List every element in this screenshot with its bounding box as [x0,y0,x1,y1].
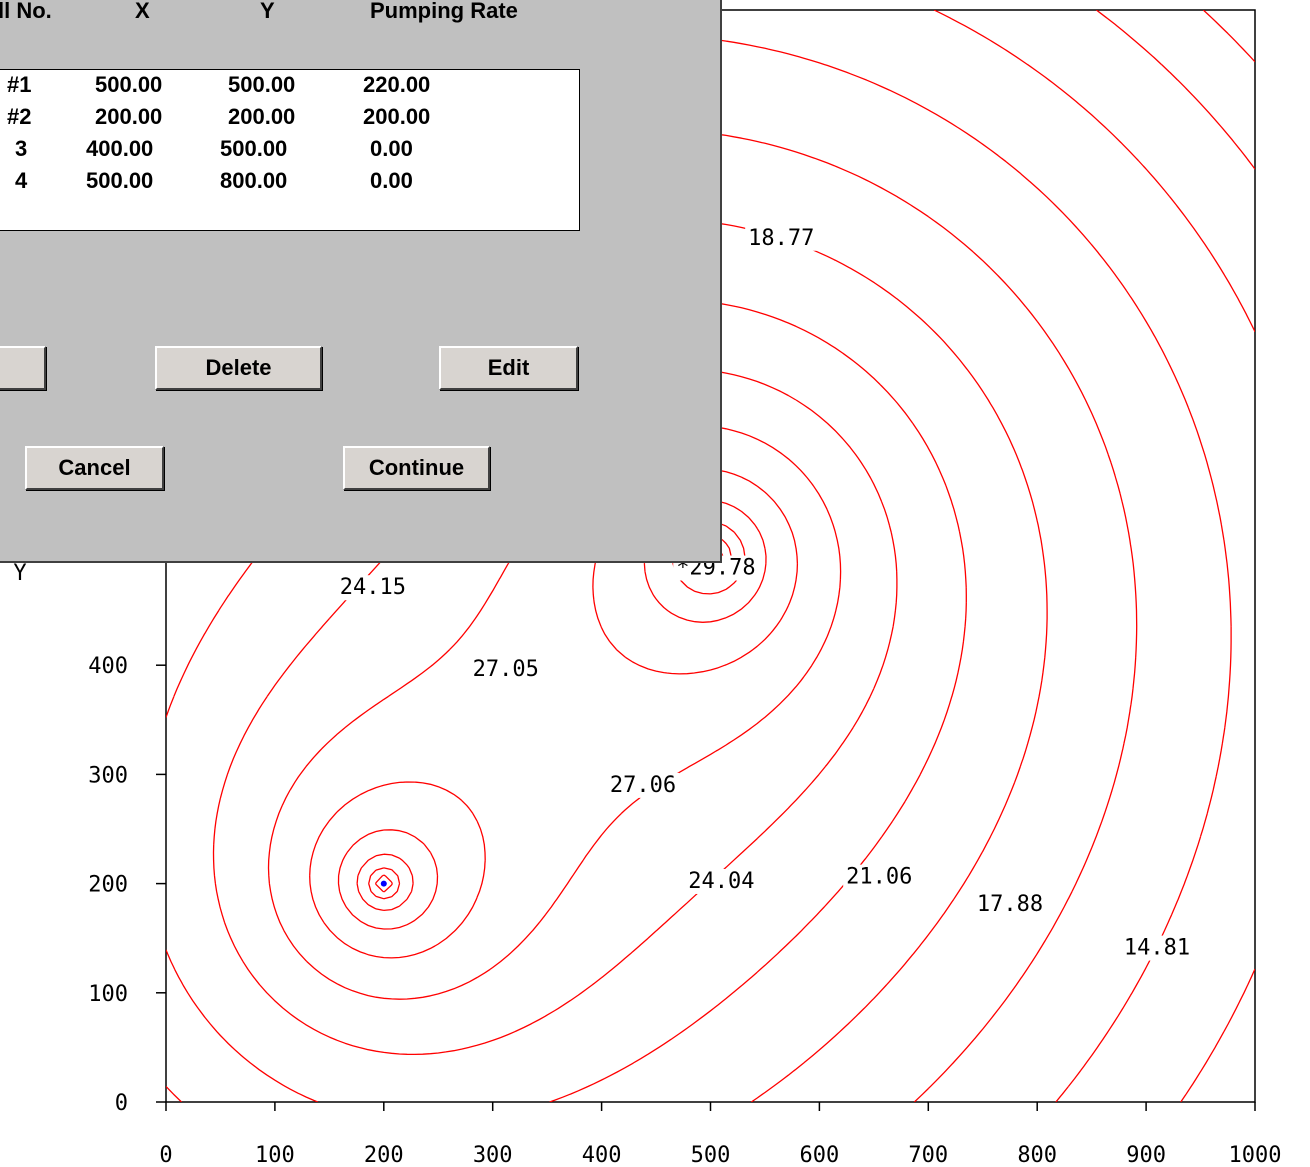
well-x: 400.00 [86,136,154,161]
column-header-well-no: ll No. [0,0,52,23]
contour-label: 18.77 [748,226,814,251]
contour-label-bg [469,657,542,683]
contour-line [1202,10,1255,63]
well-y: 500.00 [228,72,296,97]
y-tick-label: 400 [88,654,128,679]
well-marker [380,880,387,887]
column-header-y: Y [260,0,275,23]
well-x: 200.00 [95,104,163,129]
delete-button[interactable]: Delete [155,346,322,390]
contour-label-bg [843,864,916,890]
well-rate: 0.00 [370,168,413,193]
contour-label: 24.04 [688,869,754,894]
contour-label: 17.88 [977,892,1043,917]
x-tick-label: 1000 [1229,1143,1282,1167]
contour-label: 24.15 [340,575,406,600]
x-tick-label: 400 [582,1143,622,1167]
contour-line [267,424,842,1000]
edit-button[interactable]: Edit [439,346,578,390]
well-dialog: ll No. X Y Pumping Rate #1 500.00 500.00… [0,0,722,563]
contour-line [368,534,732,900]
y-axis-label: Y [13,561,26,586]
contour-label-bg [745,225,818,251]
well-x: 500.00 [95,72,163,97]
well-y: 800.00 [220,168,288,193]
x-tick-label: 0 [159,1143,172,1167]
well-no: #1 [7,72,32,97]
contour-label-bg [336,575,410,601]
cancel-button[interactable]: Cancel [25,446,164,490]
well-no: 4 [15,168,28,193]
continue-button[interactable]: Continue [343,446,490,490]
y-tick-label: 100 [88,982,128,1007]
contour-line [1096,10,1255,170]
contour-line [212,368,898,1056]
contour-label-bg [1120,935,1194,961]
well-rate: 220.00 [363,72,431,97]
contour-label: 14.81 [1124,936,1190,961]
contour-label: 21.06 [846,865,912,890]
well-x: 500.00 [86,168,154,193]
contour-line [375,543,724,893]
contour-label-bg [606,772,680,798]
well-y: 500.00 [220,136,288,161]
x-tick-label: 600 [800,1143,840,1167]
add-button[interactable] [0,346,46,390]
contour-label: 27.06 [610,773,676,798]
well-no: #2 [7,104,32,129]
contour-line [166,10,1255,1102]
contour-label-bg [973,891,1047,917]
well-rate: 200.00 [363,104,431,129]
well-no: 3 [15,136,28,161]
column-header-pumping-rate: Pumping Rate [370,0,518,23]
contour-label-bg [685,868,758,894]
well-y: 200.00 [228,104,296,129]
well-rate: 0.00 [370,136,413,161]
x-tick-label: 300 [473,1143,513,1167]
y-tick-label: 300 [88,763,128,788]
y-tick-label: 0 [115,1091,128,1116]
column-header-x: X [135,0,150,23]
x-tick-label: 700 [908,1143,948,1167]
x-tick-label: 200 [364,1143,404,1167]
x-tick-label: 100 [255,1143,295,1167]
well-list[interactable]: #1 500.00 500.00 220.00 #2 200.00 200.00… [0,69,580,231]
y-tick-label: 200 [88,873,128,898]
x-tick-label: 800 [1017,1143,1057,1167]
x-tick-label: 500 [691,1143,731,1167]
x-tick-label: 900 [1126,1143,1166,1167]
contour-label: 27.05 [473,657,539,682]
